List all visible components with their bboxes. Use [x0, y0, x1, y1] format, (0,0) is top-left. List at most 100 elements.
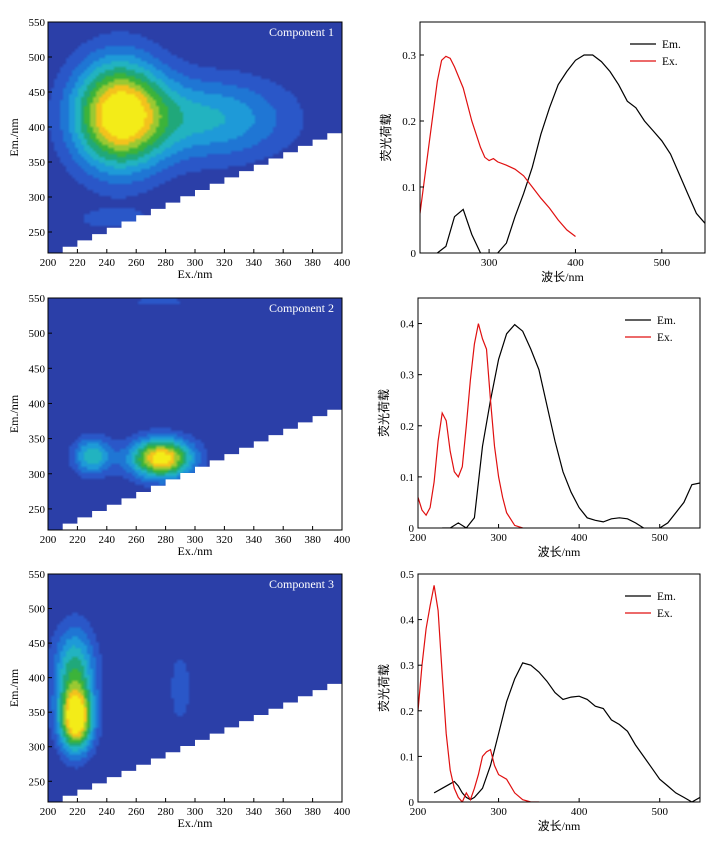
x-tick-label: 200 [410, 806, 427, 818]
legend-label: Em. [662, 39, 681, 51]
x-tick-label: 220 [69, 534, 86, 546]
x-tick-label: 400 [571, 532, 588, 544]
x-tick-label: 380 [304, 806, 321, 818]
x-tick-label: 340 [246, 806, 263, 818]
y-tick-label: 450 [29, 87, 46, 99]
y-tick-label: 0.1 [400, 751, 414, 763]
x-tick-label: 300 [490, 532, 507, 544]
y-tick-label: 450 [29, 638, 46, 650]
x-tick-label: 400 [571, 806, 588, 818]
y-tick-label: 300 [29, 469, 46, 481]
y-tick-label: 0.2 [400, 421, 414, 433]
y-axis-label: Em./nm [7, 394, 21, 433]
x-tick-label: 280 [157, 257, 174, 269]
plot-frame [417, 573, 701, 803]
y-tick-label: 400 [29, 398, 46, 410]
x-axis-label: Ex./nm [178, 544, 214, 558]
loading-plot-2: 200 300 400 500 0 0.1 0.2 0.3 0.4 波长/nm 荧光荷载 Em. Ex. [377, 297, 701, 559]
scatter-mask [48, 127, 342, 253]
scatter-mask [48, 677, 342, 802]
x-tick-label: 240 [99, 257, 116, 269]
x-tick-label: 340 [246, 534, 263, 546]
y-tick-label: 350 [29, 434, 46, 446]
plot-title: Component 2 [269, 301, 334, 315]
x-tick-label: 380 [304, 534, 321, 546]
x-tick-label: 500 [651, 806, 668, 818]
plot-frame [419, 21, 706, 254]
contour-plot-2: Component 2 200 220 240 260 280 300 320 340 360 38… [7, 293, 351, 558]
series-line-ex [418, 585, 539, 802]
y-axis-label: 荧光荷载 [377, 664, 391, 712]
x-tick-label: 260 [128, 806, 145, 818]
legend-label: Em. [657, 591, 676, 603]
plot-title: Component 1 [269, 25, 334, 39]
x-tick-label: 260 [128, 257, 145, 269]
y-tick-label: 550 [29, 293, 46, 305]
y-tick-label: 0 [409, 523, 415, 535]
legend-label: Ex. [662, 56, 678, 68]
y-tick-label: 0.5 [400, 569, 414, 581]
y-tick-label: 350 [29, 707, 46, 719]
y-tick-label: 550 [29, 569, 46, 581]
x-tick-label: 300 [187, 806, 204, 818]
x-tick-label: 320 [216, 806, 233, 818]
y-tick-label: 0.4 [400, 319, 414, 331]
x-tick-label: 360 [275, 806, 292, 818]
plot-frame [417, 297, 701, 529]
x-tick-label: 200 [40, 806, 57, 818]
x-tick-label: 300 [187, 257, 204, 269]
y-tick-label: 550 [29, 17, 46, 29]
y-tick-label: 250 [29, 776, 46, 788]
contour-plot-1: Component 1 200 220 240 260 280 300 320 340 360 38… [7, 17, 351, 281]
y-tick-label: 0 [411, 248, 417, 260]
x-tick-label: 360 [275, 257, 292, 269]
y-tick-label: 450 [29, 363, 46, 375]
x-tick-label: 240 [99, 534, 116, 546]
y-tick-label: 0.2 [402, 116, 416, 128]
y-tick-label: 300 [29, 192, 46, 204]
x-tick-label: 220 [69, 257, 86, 269]
y-tick-label: 500 [29, 604, 46, 616]
x-tick-label: 300 [481, 257, 498, 269]
x-axis-label: 波长/nm [538, 545, 581, 559]
y-tick-label: 250 [29, 227, 46, 239]
x-tick-label: 400 [334, 806, 351, 818]
x-tick-label: 400 [334, 257, 351, 269]
y-tick-label: 0.3 [400, 370, 414, 382]
x-tick-label: 320 [216, 534, 233, 546]
x-tick-label: 280 [157, 534, 174, 546]
y-tick-label: 250 [29, 504, 46, 516]
y-tick-label: 0.1 [402, 182, 416, 194]
y-tick-label: 300 [29, 742, 46, 754]
series-line-ex [418, 323, 523, 528]
y-tick-label: 0.3 [400, 660, 414, 672]
y-tick-label: 0 [409, 797, 415, 809]
x-tick-label: 240 [99, 806, 116, 818]
x-axis-label: Ex./nm [178, 816, 214, 830]
x-tick-label: 380 [304, 257, 321, 269]
x-tick-label: 400 [334, 534, 351, 546]
x-tick-label: 220 [69, 806, 86, 818]
x-tick-label: 320 [216, 257, 233, 269]
x-axis-label: Ex./nm [178, 267, 214, 281]
series-line-em [433, 662, 700, 802]
series-line-em [436, 54, 705, 253]
series-line-em [442, 323, 700, 528]
contour-plot-3: Component 3 200 220 240 260 280 300 320 340 360 38… [7, 569, 351, 830]
y-tick-label: 350 [29, 157, 46, 169]
y-axis-label: 荧光荷载 [379, 113, 393, 161]
x-tick-label: 200 [40, 534, 57, 546]
x-tick-label: 340 [246, 257, 263, 269]
legend-label: Ex. [657, 608, 673, 620]
x-tick-label: 300 [187, 534, 204, 546]
scatter-mask [48, 403, 342, 530]
loading-plot-1: 300 400 500 0 0.1 0.2 0.3 波长/nm 荧光荷载 Em. Ex. [379, 21, 706, 284]
x-tick-label: 360 [275, 534, 292, 546]
y-axis-label: Em./nm [7, 118, 21, 157]
y-axis-label: 荧光荷载 [377, 389, 391, 437]
x-tick-label: 500 [651, 532, 668, 544]
y-tick-label: 0.1 [400, 472, 414, 484]
y-tick-label: 400 [29, 122, 46, 134]
y-tick-label: 500 [29, 52, 46, 64]
